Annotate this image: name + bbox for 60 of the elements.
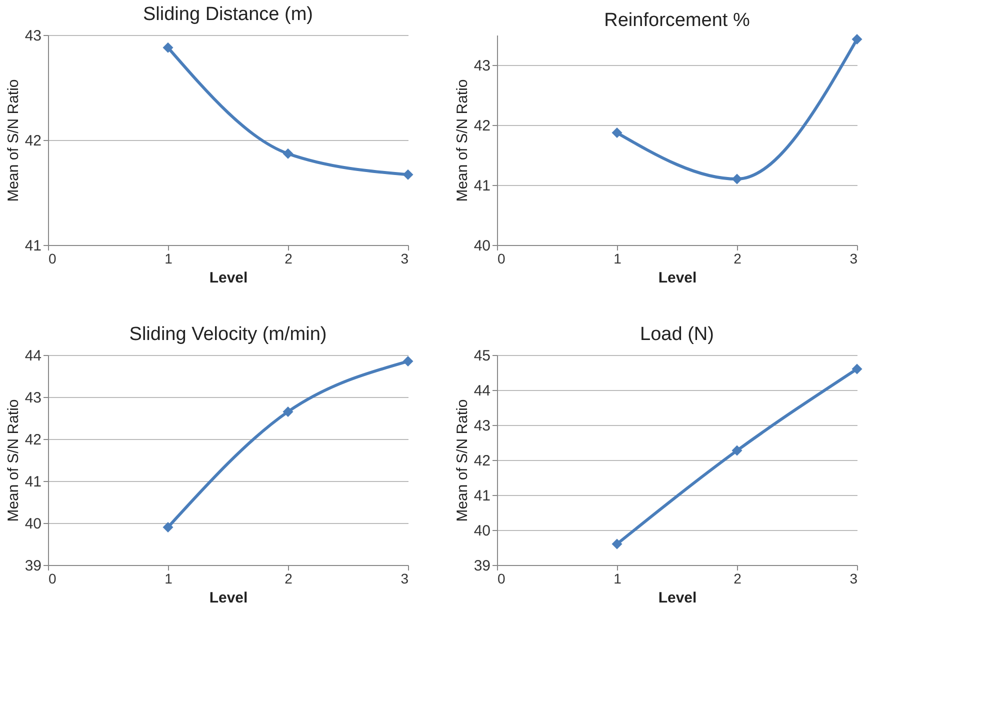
- x-tick-label: 0: [48, 250, 56, 266]
- y-tick-label: 39: [474, 558, 490, 574]
- x-axis-title: Level: [658, 590, 697, 606]
- x-axis-title: Level: [658, 270, 697, 286]
- y-tick-label: 45: [474, 348, 490, 364]
- x-tick-label: 0: [498, 250, 506, 266]
- x-tick-label: 3: [850, 250, 858, 266]
- x-tick-label: 0: [498, 570, 506, 586]
- x-tick-label: 1: [614, 250, 622, 266]
- y-axis-title: Mean of S/N Ratio: [4, 399, 22, 522]
- y-axis-title: Mean of S/N Ratio: [4, 79, 22, 202]
- x-axis-title: Level: [209, 590, 248, 606]
- y-tick-label: 39: [24, 558, 42, 574]
- y-tick-label: 40: [24, 516, 42, 532]
- y-tick-label: 42: [474, 452, 490, 470]
- point: [402, 169, 414, 180]
- y-axis-title: Mean of S/N Ratio: [454, 399, 471, 522]
- y-tick-label: 43: [24, 390, 42, 406]
- x-tick-label: 3: [850, 570, 858, 586]
- x-tick-label: 1: [164, 250, 173, 266]
- point: [732, 174, 742, 184]
- y-tick-label: 41: [24, 474, 42, 490]
- y-tick-label: 41: [474, 178, 490, 194]
- chart-title: Reinforcement %: [604, 10, 750, 31]
- point: [612, 538, 622, 550]
- x-tick-label: 1: [614, 570, 622, 586]
- x-tick-label: 3: [400, 570, 409, 586]
- point: [402, 356, 414, 367]
- point: [162, 42, 174, 53]
- x-tick-label: 2: [284, 570, 293, 586]
- x-tick-label: 2: [734, 250, 742, 266]
- y-tick-label: 43: [24, 28, 42, 44]
- y-tick-label: 41: [474, 488, 490, 504]
- x-tick-label: 2: [284, 250, 293, 266]
- y-tick-label: 42: [24, 432, 42, 448]
- x-axis-title: Level: [209, 270, 248, 286]
- y-tick-label: 40: [474, 238, 490, 254]
- point: [162, 522, 174, 532]
- y-tick-label: 40: [474, 522, 490, 540]
- x-tick-label: 0: [48, 570, 56, 586]
- point: [852, 364, 862, 374]
- y-tick-label: 43: [474, 418, 490, 434]
- y-tick-label: 44: [474, 382, 490, 400]
- x-tick-label: 3: [400, 250, 409, 266]
- x-tick-label: 2: [734, 570, 742, 586]
- x-tick-label: 1: [164, 570, 173, 586]
- y-tick-label: 41: [24, 238, 42, 254]
- y-tick-label: 42: [474, 118, 490, 134]
- chart-title: Sliding Distance (m): [143, 4, 313, 25]
- point: [282, 406, 294, 417]
- y-axis-title: Mean of S/N Ratio: [454, 79, 471, 202]
- chart-title: Sliding Velocity (m/min): [129, 324, 327, 345]
- y-tick-label: 43: [474, 58, 490, 74]
- point: [732, 445, 742, 456]
- point: [282, 148, 294, 159]
- point: [852, 34, 862, 44]
- y-tick-label: 42: [24, 132, 42, 150]
- chart-title: Load (N): [640, 324, 714, 345]
- y-tick-label: 44: [24, 348, 42, 364]
- point: [612, 128, 622, 138]
